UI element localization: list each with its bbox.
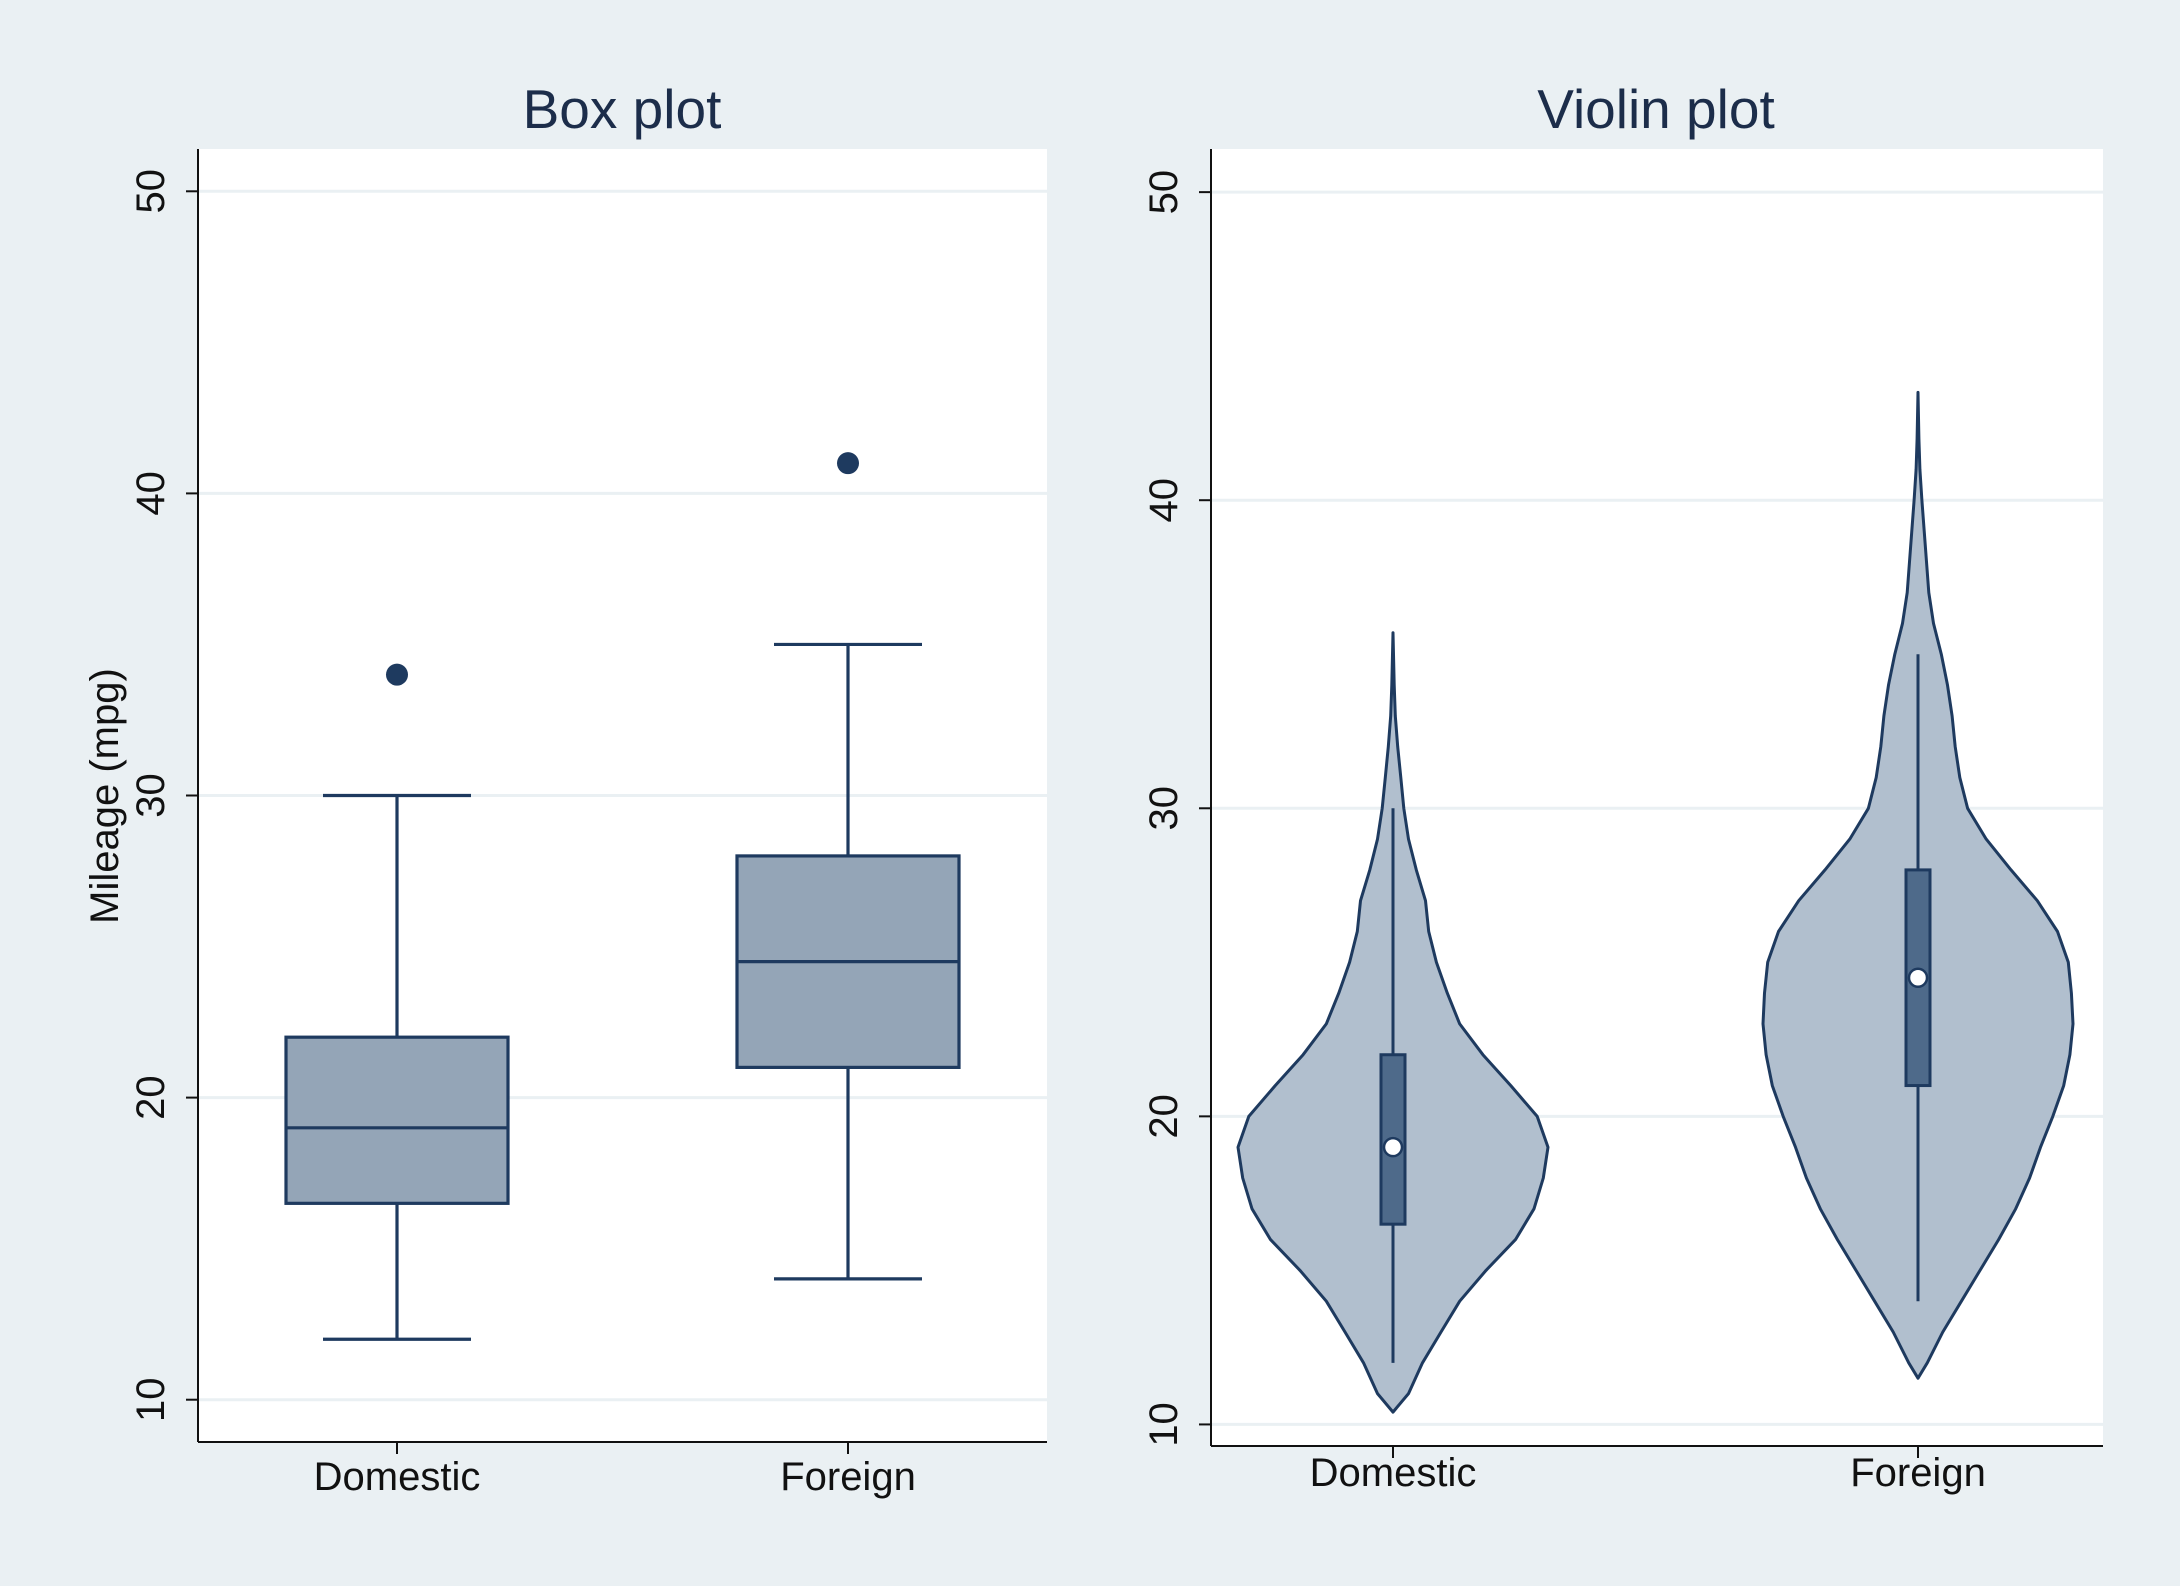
box-plot-box [284, 1035, 510, 1205]
box-plot-y-tick-label: 40 [129, 471, 173, 516]
box-plot-marks [284, 452, 961, 1341]
violin-plot-marks [1236, 390, 2075, 1414]
box-plot-panel: 10 20 30 40 50 Domestic Foreign Box plot Mile… [83, 78, 1047, 1499]
box-plot-outlier-point [837, 452, 859, 475]
box-plot-title: Box plot [523, 78, 722, 140]
violin-plot-y-tick-label: 10 [1142, 1402, 1186, 1447]
box-plot-x-tick-label: Domestic [314, 1455, 481, 1499]
box-plot-y-tick-label: 10 [129, 1377, 173, 1422]
violin-plot-x-tick-label: Foreign [1850, 1451, 1986, 1495]
violin-plot-y-tick-label: 20 [1142, 1094, 1186, 1139]
violin-plot-x-tick-label: Domestic [1310, 1451, 1477, 1495]
box-plot-y-tick-label: 50 [129, 169, 173, 214]
box-plot-x-tick-label: Foreign [780, 1455, 916, 1499]
violin-plot-median-point [1382, 1136, 1404, 1158]
box-plot-y-axis-title: Mileage (mpg) [83, 668, 127, 924]
box-plot-y-ticks: 10 20 30 40 50 [129, 169, 198, 1422]
violin-plot-panel: 10 20 30 40 50 Domestic Foreign Violin plot [1142, 78, 2103, 1495]
violin-plot-y-tick-label: 50 [1142, 170, 1186, 215]
violin-plot-median-point [1907, 967, 1929, 988]
violin-plot-x-ticks: Domestic Foreign [1310, 1446, 1986, 1495]
box-plot-x-ticks: Domestic Foreign [314, 1442, 916, 1499]
violin-plot-title: Violin plot [1537, 78, 1774, 140]
violin-plot-y-tick-label: 30 [1142, 786, 1186, 831]
box-plot-outlier-point [386, 663, 408, 686]
box-plot-y-tick-label: 30 [129, 773, 173, 818]
violin-plot-y-ticks: 10 20 30 40 50 [1142, 170, 1211, 1447]
box-plot-y-tick-label: 20 [129, 1075, 173, 1120]
violin-plot-y-tick-label: 40 [1142, 478, 1186, 523]
